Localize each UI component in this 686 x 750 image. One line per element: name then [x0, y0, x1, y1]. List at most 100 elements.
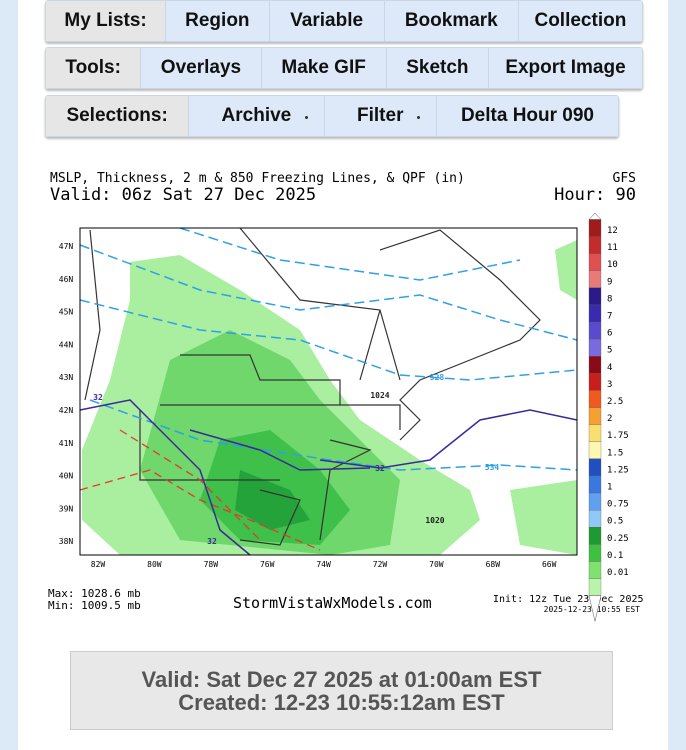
colorbar-swatch: [588, 424, 602, 442]
menu-button[interactable]: Variable: [268, 1, 384, 41]
map-valid: Valid: 06z Sat 27 Dec 2025: [50, 185, 316, 205]
freezing-lines: [79, 429, 321, 551]
colorbar-label: 1: [607, 483, 612, 493]
forecast-hour: Hour: 90: [554, 185, 636, 205]
site-name: StormVistaWxModels.com: [233, 594, 432, 612]
colorbar-label: 9: [607, 277, 612, 287]
lat-label: 40N: [59, 472, 74, 481]
contour-label: 528: [430, 373, 445, 382]
menu-button[interactable]: Collection: [517, 1, 642, 41]
colorbar-swatch: [588, 458, 602, 477]
menu-label: My Lists:: [46, 1, 166, 41]
menu-button[interactable]: Archive: [188, 96, 324, 136]
menu-button[interactable]: Export Image: [488, 48, 642, 88]
colorbar-swatch: [588, 407, 602, 425]
lat-label: 44N: [59, 340, 74, 349]
lat-label: 41N: [59, 439, 74, 448]
lat-label: 39N: [59, 504, 74, 513]
lon-label: 78W: [204, 560, 219, 569]
weather-map: MSLP, Thickness, 2 m & 850 Freezing Line…: [48, 171, 644, 622]
dropdown-indicator: [304, 116, 308, 119]
tools-row: Tools: Overlays Make GIF Sketch Export Image: [45, 47, 643, 89]
lon-label: 82W: [91, 560, 106, 569]
colorbar-label: 5: [607, 346, 612, 356]
created-text: Created: 12-23 10:55:12am EST: [178, 690, 505, 715]
colorbar-label: 2: [607, 414, 612, 424]
colorbar-label: 1.25: [607, 465, 629, 475]
menu-button[interactable]: Region: [165, 1, 269, 41]
colorbar-label: 1.5: [607, 448, 623, 458]
my-lists-row: My Lists: Region Variable Bookmark Collectio…: [45, 0, 643, 42]
colorbar-label: 7: [607, 312, 612, 322]
lat-label: 47N: [59, 242, 74, 251]
menu-button-label: Filter: [357, 105, 404, 126]
colorbar-end: [588, 212, 602, 622]
colorbar-label: 1.75: [607, 431, 629, 441]
map-title: MSLP, Thickness, 2 m & 850 Freezing Line…: [50, 171, 465, 186]
valid-text: Valid: Sat Dec 27 2025 at 01:00am EST: [141, 667, 542, 692]
menu-button[interactable]: Bookmark: [383, 1, 518, 41]
lat-label: 42N: [59, 406, 74, 415]
colorbar-swatch: [588, 390, 602, 408]
colorbar-label: 11: [607, 243, 618, 253]
menu-button-label: Overlays: [160, 57, 242, 78]
contour-label: 534: [485, 463, 500, 472]
lat-label: 45N: [59, 308, 74, 317]
min-value: Min: 1009.5 mb: [48, 599, 141, 612]
colorbar-swatch: [588, 287, 602, 306]
init-time: Init: 12z Tue 23 Dec 2025: [493, 594, 644, 605]
colorbar-label: 4: [607, 363, 612, 373]
colorbar-swatch: [588, 527, 602, 545]
menu-button[interactable]: Delta Hour 090: [435, 96, 618, 136]
menu-button-label: Make GIF: [281, 57, 366, 78]
colorbar-label: 10: [607, 260, 618, 270]
colorbar-swatch: [588, 561, 602, 579]
colorbar-swatch: [588, 253, 602, 271]
menu-button[interactable]: Filter: [323, 96, 436, 136]
menu-label: Tools:: [46, 48, 141, 88]
lon-label: 74W: [316, 560, 331, 569]
timestamp: 2025-12-23-10:55 EST: [544, 605, 641, 614]
colorbar-label: 3: [607, 380, 612, 390]
menu-button[interactable]: Overlays: [140, 48, 261, 88]
colorbar-swatch: [588, 492, 602, 511]
contour-label: 32: [375, 464, 385, 473]
lon-label: 72W: [373, 560, 388, 569]
colorbar-swatch: [588, 544, 602, 562]
contour-label: 32: [93, 393, 103, 402]
colorbar-label: 0.1: [607, 551, 623, 561]
colorbar-swatch: [588, 373, 602, 391]
colorbar-swatch: [588, 578, 602, 596]
colorbar-swatch: [588, 321, 602, 340]
menu-button[interactable]: Sketch: [385, 48, 489, 88]
lat-label: 43N: [59, 373, 74, 382]
colorbar-swatch: [588, 236, 602, 254]
colorbar-label: 12: [607, 226, 618, 236]
menu-button-label: Export Image: [505, 57, 626, 78]
menu-button[interactable]: Make GIF: [260, 48, 386, 88]
colorbar-swatch: [588, 356, 602, 374]
map-frame: [79, 227, 578, 556]
lon-label: 66W: [542, 560, 557, 569]
colorbar-swatch: [588, 509, 602, 528]
max-value: Max: 1028.6 mb: [48, 587, 141, 600]
colorbar-swatch: [588, 270, 602, 289]
contour-label: 32: [207, 537, 217, 546]
selections-row: Selections: Archive Filter Delta Hour 090: [45, 95, 619, 137]
menu-label-label: Tools:: [65, 57, 121, 78]
colorbar-label: 0.5: [607, 517, 623, 527]
menu-button-label: Variable: [290, 10, 364, 31]
menu-label-label: My Lists:: [64, 10, 147, 31]
colorbar-label: 2.5: [607, 397, 623, 407]
lon-label: 68W: [486, 560, 501, 569]
colorbar-label: 0.75: [607, 500, 629, 510]
menu-button-label: Region: [185, 10, 250, 31]
lon-label: 76W: [260, 560, 275, 569]
colorbar-label: 8: [607, 294, 612, 304]
colorbar-label: 0.01: [607, 568, 629, 578]
colorbar-swatch: [588, 304, 602, 323]
colorbar-swatch: [588, 441, 602, 460]
menu-button-label: Sketch: [406, 57, 469, 78]
colorbar-swatch: [588, 475, 602, 494]
